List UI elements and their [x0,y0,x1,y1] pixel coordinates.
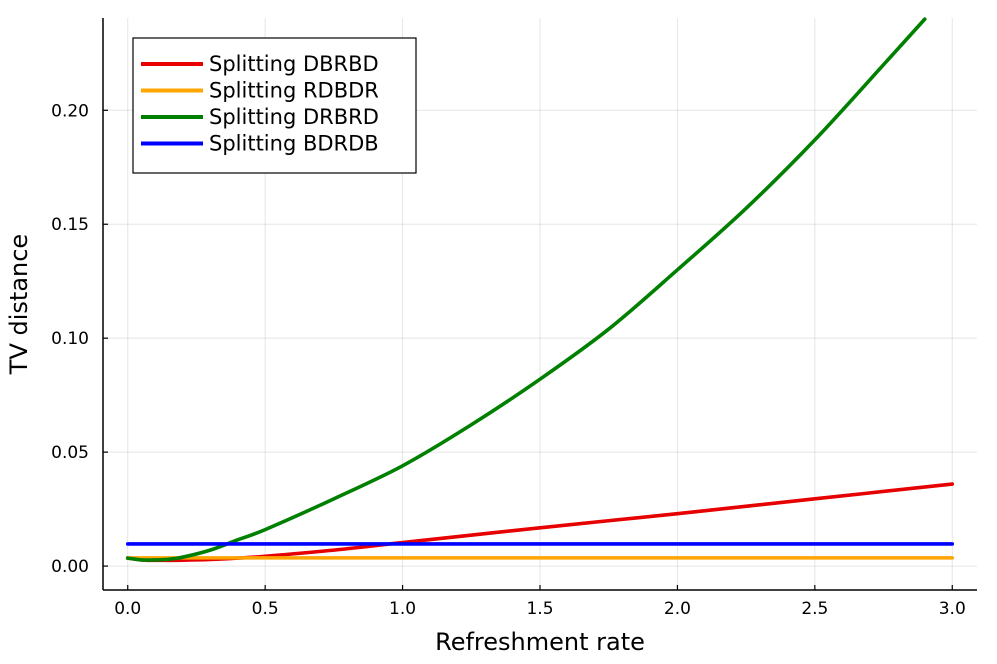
x-tick-label: 0.0 [114,599,141,619]
y-tick-label: 0.10 [51,329,89,349]
x-tick-label: 1.5 [526,599,553,619]
series-layer [125,17,955,563]
y-axis-label: TV distance [5,234,33,375]
legend-label-splitting-dbrbd: Splitting DBRBD [209,52,379,76]
x-tick-label: 3.0 [939,599,966,619]
legend-box [132,37,417,174]
legend-label-splitting-rdbdr: Splitting RDBDR [209,79,379,103]
x-axis-label: Refreshment rate [435,628,645,656]
x-tick-label: 1.0 [389,599,416,619]
series-line-splitting-drbrd [125,17,927,562]
y-tick-label: 0.05 [51,443,89,463]
legend-label-splitting-bdrdb: Splitting BDRDB [209,132,379,156]
y-tick-label: 0.20 [51,101,89,121]
x-tick-label: 0.5 [252,599,279,619]
y-tick-label: 0.00 [51,557,89,577]
y-tick-label: 0.15 [51,215,89,235]
ticks: 0.0 0.5 1.0 1.5 2.0 2.5 3.0 0.00 0.05 0.10 0.15 0.2… [51,101,966,619]
x-tick-label: 2.0 [664,599,691,619]
legend-label-splitting-drbrd: Splitting DRBRD [209,105,379,129]
x-tick-label: 2.5 [801,599,828,619]
